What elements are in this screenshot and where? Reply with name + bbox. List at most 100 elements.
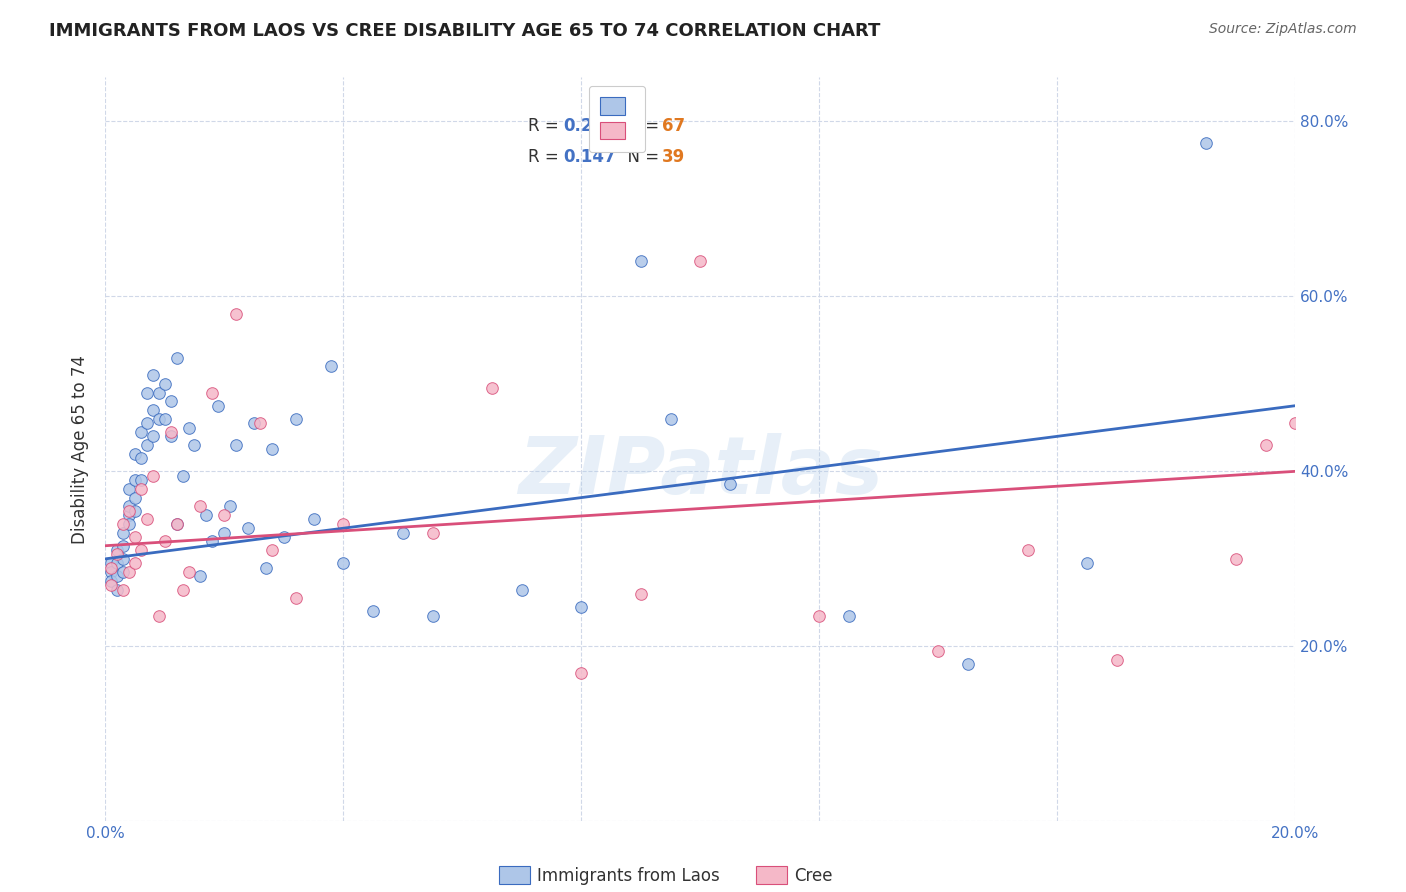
Text: N =: N = [617, 148, 665, 166]
Point [225, 438, 247, 452]
Text: N =: N = [617, 117, 665, 135]
Point [142, 368, 165, 382]
Point [129, 451, 152, 466]
Point [569, 600, 592, 615]
Point [118, 565, 141, 579]
Point [124, 556, 146, 570]
Point [118, 504, 141, 518]
Point [659, 412, 682, 426]
Text: Source: ZipAtlas.com: Source: ZipAtlas.com [1209, 22, 1357, 37]
Point [177, 565, 200, 579]
Point [1284, 416, 1306, 430]
Point [260, 543, 283, 558]
Point [183, 438, 205, 452]
Point [118, 516, 141, 531]
Point [284, 591, 307, 606]
Point [124, 473, 146, 487]
Point [118, 500, 141, 514]
Point [321, 359, 343, 374]
Point [124, 447, 146, 461]
Point [569, 665, 592, 680]
Point [219, 500, 242, 514]
Point [124, 504, 146, 518]
Point [225, 307, 247, 321]
Point [1105, 652, 1128, 666]
Point [481, 381, 503, 395]
Point [135, 416, 157, 430]
Point [177, 420, 200, 434]
Point [148, 608, 170, 623]
Point [361, 604, 384, 618]
Point [166, 516, 188, 531]
Point [159, 394, 181, 409]
Point [332, 556, 354, 570]
Point [105, 543, 128, 558]
Y-axis label: Disability Age 65 to 74: Disability Age 65 to 74 [72, 355, 89, 544]
Point [212, 525, 235, 540]
Point [808, 608, 831, 623]
Point [260, 442, 283, 457]
Point [135, 512, 157, 526]
Point [148, 385, 170, 400]
Point [153, 412, 176, 426]
Point [142, 468, 165, 483]
Point [112, 516, 135, 531]
Point [254, 560, 277, 574]
Text: ZIPatlas: ZIPatlas [517, 433, 883, 511]
Point [212, 508, 235, 522]
Point [172, 582, 194, 597]
Point [201, 385, 224, 400]
Text: 0.147: 0.147 [564, 148, 616, 166]
Point [100, 565, 122, 579]
Point [207, 399, 229, 413]
Text: 39: 39 [662, 148, 686, 166]
Point [236, 521, 259, 535]
Point [1076, 556, 1098, 570]
Point [166, 516, 188, 531]
Point [957, 657, 980, 671]
Point [243, 416, 266, 430]
Point [1017, 543, 1039, 558]
Point [273, 530, 295, 544]
Point [201, 534, 224, 549]
Point [190, 500, 212, 514]
Point [422, 608, 444, 623]
Point [135, 438, 157, 452]
Point [129, 543, 152, 558]
Point [105, 548, 128, 562]
Point [112, 539, 135, 553]
Point [105, 569, 128, 583]
Point [112, 582, 135, 597]
Legend: , : , [589, 86, 645, 153]
Point [112, 552, 135, 566]
Point [129, 425, 152, 439]
Text: 67: 67 [662, 117, 685, 135]
Point [1195, 136, 1218, 150]
Point [112, 565, 135, 579]
Point [159, 429, 181, 443]
Point [510, 582, 533, 597]
Point [172, 468, 194, 483]
Point [148, 412, 170, 426]
Text: IMMIGRANTS FROM LAOS VS CREE DISABILITY AGE 65 TO 74 CORRELATION CHART: IMMIGRANTS FROM LAOS VS CREE DISABILITY … [49, 22, 880, 40]
Point [124, 530, 146, 544]
Point [129, 473, 152, 487]
Point [166, 351, 188, 365]
Point [422, 525, 444, 540]
Point [142, 429, 165, 443]
Point [142, 403, 165, 417]
Point [718, 477, 741, 491]
Point [129, 482, 152, 496]
Point [1254, 438, 1277, 452]
Text: Immigrants from Laos: Immigrants from Laos [537, 867, 720, 885]
Point [135, 385, 157, 400]
Point [118, 508, 141, 522]
Point [105, 556, 128, 570]
Text: R =: R = [527, 117, 564, 135]
Text: 0.259: 0.259 [564, 117, 616, 135]
Text: Cree: Cree [794, 867, 832, 885]
Point [249, 416, 271, 430]
Text: R =: R = [527, 148, 564, 166]
Point [118, 482, 141, 496]
Point [190, 569, 212, 583]
